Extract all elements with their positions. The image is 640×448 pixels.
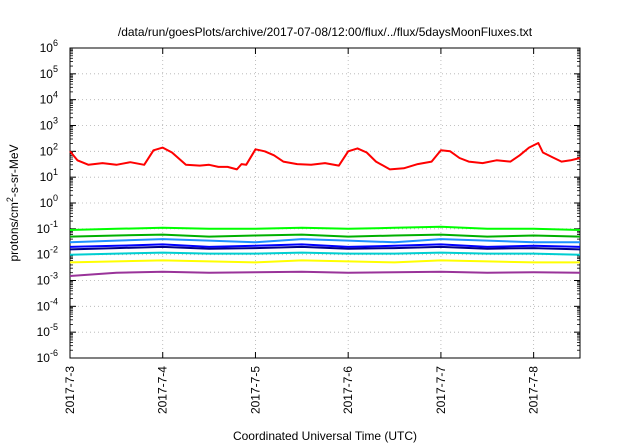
x-tick-label: 2017-7-4 bbox=[156, 366, 170, 414]
y-tick-base: 10 bbox=[40, 41, 54, 55]
y-tick-base: 10 bbox=[40, 144, 54, 158]
y-tick-base: 10 bbox=[37, 274, 51, 288]
y-axis-title-main: protons/cm bbox=[7, 202, 21, 261]
x-tick-labels: 2017-7-3 2017-7-4 2017-7-5 2017-7-6 2017-7-7… bbox=[63, 366, 541, 414]
series-line-1 bbox=[69, 225, 581, 231]
series-line-8 bbox=[69, 270, 581, 277]
series-line-3 bbox=[69, 238, 580, 244]
data-series bbox=[69, 142, 581, 277]
y-tick-base: 10 bbox=[40, 170, 54, 184]
y-tick-label: 10-5 bbox=[37, 322, 58, 339]
y-tick-base: 10 bbox=[37, 248, 51, 262]
x-tick-label: 2017-7-8 bbox=[527, 366, 541, 414]
y-tick-label: 104 bbox=[40, 90, 58, 107]
y-tick-exponent: 0 bbox=[53, 193, 58, 203]
series-line-5 bbox=[69, 245, 581, 251]
chart-title: /data/run/goesPlots/archive/2017-07-08/1… bbox=[118, 25, 533, 39]
y-tick-label: 106 bbox=[40, 38, 58, 55]
y-tick-base: 10 bbox=[37, 325, 51, 339]
y-tick-label: 100 bbox=[40, 193, 58, 210]
y-axis-title-rest: -s-sr-MeV bbox=[7, 144, 21, 197]
y-tick-label: 101 bbox=[40, 167, 58, 184]
y-tick-exponent: 6 bbox=[53, 38, 58, 48]
y-tick-exponent: -2 bbox=[50, 245, 58, 255]
y-tick-label: 10-1 bbox=[37, 219, 58, 236]
y-tick-base: 10 bbox=[37, 222, 51, 236]
y-tick-exponent: -3 bbox=[50, 271, 58, 281]
y-tick-label: 10-6 bbox=[37, 348, 58, 365]
series-line-2 bbox=[69, 233, 581, 238]
y-tick-exponent: -5 bbox=[50, 322, 58, 332]
series-line-0 bbox=[69, 142, 581, 171]
y-tick-exponent: 3 bbox=[53, 116, 58, 126]
y-tick-exponent: -4 bbox=[50, 296, 58, 306]
x-tick-label: 2017-7-3 bbox=[63, 366, 77, 414]
y-tick-labels: 10610510410310210110010-110-210-310-410-… bbox=[37, 38, 58, 365]
series-line-7 bbox=[69, 259, 580, 264]
x-tick-label: 2017-7-5 bbox=[248, 366, 262, 414]
y-tick-exponent: -1 bbox=[50, 219, 58, 229]
y-tick-label: 103 bbox=[40, 116, 58, 133]
y-tick-base: 10 bbox=[37, 299, 51, 313]
y-axis-title-sup: 2 bbox=[5, 197, 15, 202]
y-tick-label: 10-3 bbox=[37, 271, 58, 288]
series-line-6 bbox=[69, 251, 581, 256]
y-tick-base: 10 bbox=[40, 119, 54, 133]
y-tick-base: 10 bbox=[37, 351, 51, 365]
y-tick-exponent: 1 bbox=[53, 167, 58, 177]
y-tick-label: 10-4 bbox=[37, 296, 58, 313]
y-axis-title: protons/cm2-s-sr-MeV bbox=[5, 144, 21, 261]
x-axis-title: Coordinated Universal Time (UTC) bbox=[233, 429, 417, 443]
y-tick-label: 102 bbox=[40, 141, 58, 158]
y-tick-base: 10 bbox=[40, 93, 54, 107]
y-tick-exponent: -6 bbox=[50, 348, 58, 358]
x-tick-label: 2017-7-7 bbox=[434, 366, 448, 414]
y-tick-label: 105 bbox=[40, 64, 58, 81]
grid-lines bbox=[70, 48, 580, 358]
series-line-4 bbox=[69, 243, 581, 248]
y-tick-exponent: 4 bbox=[53, 90, 58, 100]
y-tick-exponent: 2 bbox=[53, 141, 58, 151]
x-tick-label: 2017-7-6 bbox=[341, 366, 355, 414]
y-tick-base: 10 bbox=[40, 196, 54, 210]
y-tick-exponent: 5 bbox=[53, 64, 58, 74]
y-tick-base: 10 bbox=[40, 67, 54, 81]
y-tick-label: 10-2 bbox=[37, 245, 58, 262]
